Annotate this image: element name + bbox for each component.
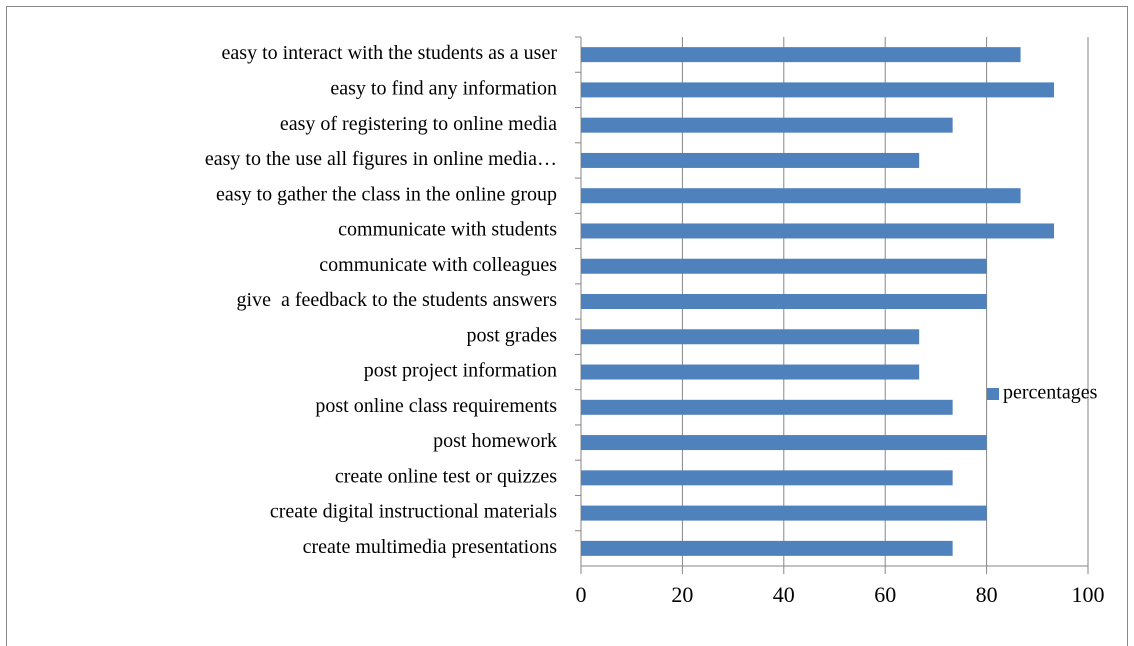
y-tick-label: communicate with colleagues [319, 254, 557, 276]
x-tick-label: 0 [576, 582, 587, 607]
y-tick-label: easy to gather the class in the online g… [216, 183, 557, 205]
x-tick-label: 20 [671, 582, 693, 607]
y-tick-label: post grades [466, 324, 557, 346]
bar [581, 294, 987, 309]
y-tick-label: create digital instructional materials [270, 501, 557, 523]
bar [581, 152, 920, 168]
x-tick-label: 40 [773, 582, 795, 607]
x-tick-label: 100 [1072, 582, 1105, 607]
bar [581, 364, 920, 380]
y-tick-label: easy to find any information [330, 77, 557, 99]
bar [581, 399, 953, 415]
bar [581, 470, 953, 486]
y-tick-label: create multimedia presentations [303, 536, 558, 558]
bar [581, 258, 987, 274]
x-tick-label: 80 [976, 582, 998, 607]
y-tick-label: post project information [364, 360, 557, 382]
y-tick-label: post online class requirements [315, 395, 557, 417]
y-tick-label: easy of registering to online media [280, 113, 557, 135]
bar [581, 117, 953, 133]
bar [581, 82, 1055, 98]
bar [581, 435, 987, 451]
y-tick-label: create online test or quizzes [335, 465, 557, 487]
bar [581, 47, 1021, 63]
bar [581, 540, 953, 556]
bar [581, 505, 987, 521]
y-tick-label: post homework [433, 430, 557, 452]
chart-frame [6, 6, 1128, 646]
bar [581, 188, 1021, 204]
y-tick-label: communicate with students [338, 219, 557, 241]
legend-swatch [987, 388, 999, 400]
bar [581, 329, 920, 345]
bar [581, 223, 1055, 239]
legend-label: percentages [1003, 382, 1098, 404]
y-tick-label: easy to the use all figures in online me… [205, 148, 557, 170]
x-tick-label: 60 [874, 582, 896, 607]
y-tick-label: give a feedback to the students answers [237, 289, 558, 311]
y-tick-label: easy to interact with the students as a … [222, 42, 558, 64]
